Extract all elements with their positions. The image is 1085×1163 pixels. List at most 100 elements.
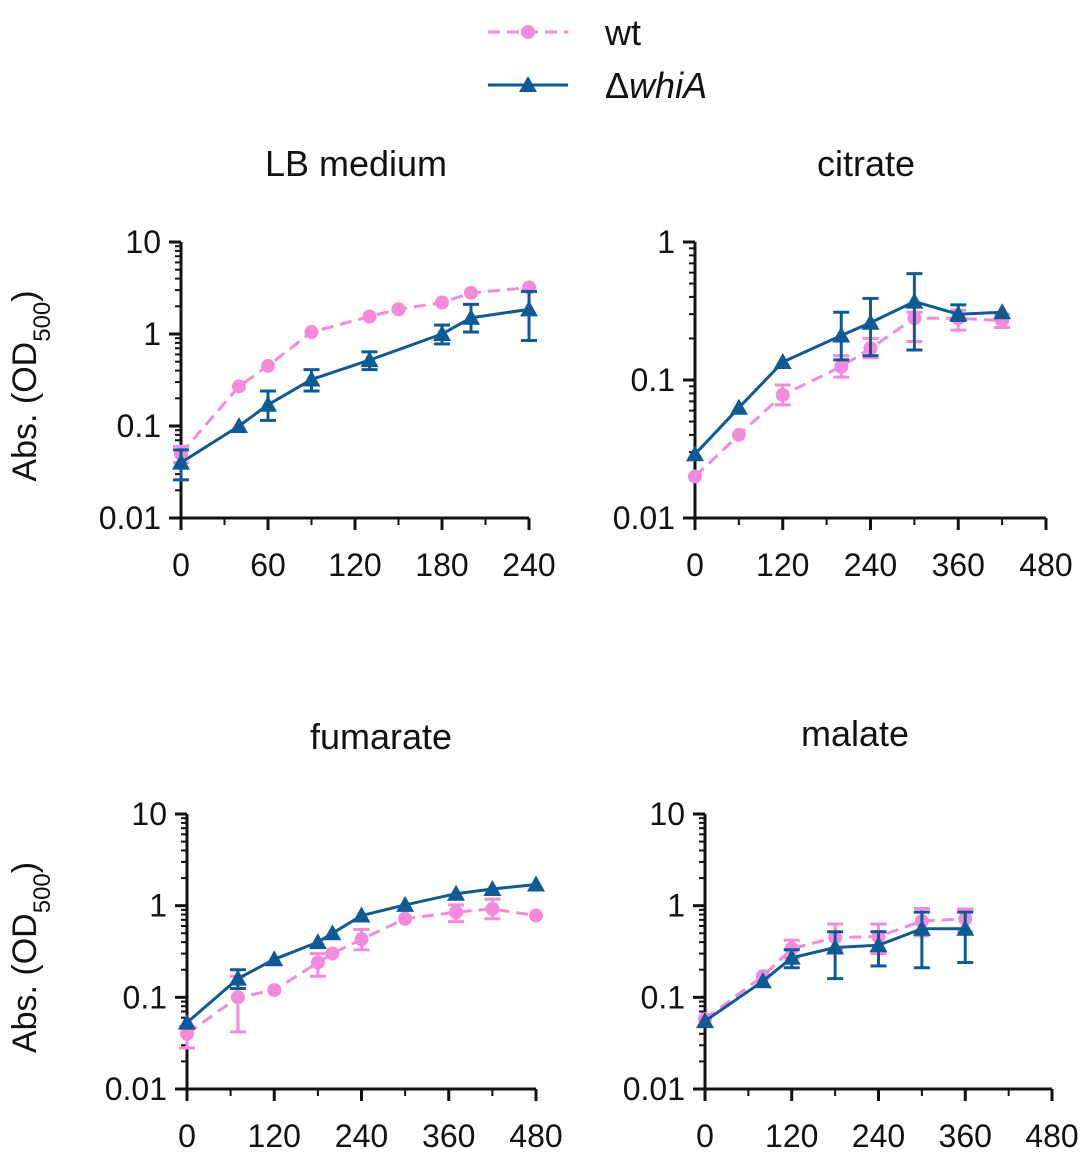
legend-whia-name: whiA (629, 65, 707, 106)
y-tick-label: 1 (667, 888, 685, 924)
x-tick-label: 240 (852, 1118, 905, 1154)
y-axis-label-close: ) (6, 862, 44, 873)
data-point-whiA (949, 305, 968, 322)
x-tick-label: 480 (509, 1118, 562, 1154)
data-point-whiA (696, 1012, 714, 1029)
y-axis-label-sub: 500 (29, 873, 56, 913)
data-point-wt (398, 911, 413, 926)
chart-panel-2: fumarate 0.01 0.1 1 10 0 120 240 360 480 Abs. (OD5… (6, 716, 563, 1154)
data-point-whiA (483, 879, 502, 896)
y-axis-label-sub: 500 (29, 302, 56, 342)
y-axis-label-main: Abs. (OD (6, 913, 44, 1053)
x-tick-label: 240 (502, 547, 555, 583)
x-tick-label: 360 (939, 1118, 992, 1154)
y-tick-label: 10 (649, 796, 685, 832)
series-whiA (172, 289, 538, 482)
x-tick-label: 0 (696, 1118, 714, 1154)
y-tick-label: 0.1 (631, 362, 675, 398)
data-point-wt (325, 946, 340, 961)
data-point-wt (449, 905, 464, 920)
data-point-whiA (447, 884, 466, 901)
data-point-whiA (352, 906, 371, 923)
data-point-wt (267, 983, 282, 998)
data-point-whiA (861, 313, 880, 330)
data-point-whiA (782, 948, 801, 965)
x-tick-label: 120 (756, 547, 809, 583)
panel-title: LB medium (265, 143, 447, 184)
data-point-wt (362, 309, 377, 324)
x-tick-label: 120 (328, 547, 381, 583)
series-line-wt (186, 907, 537, 1036)
y-tick-label: 1 (149, 888, 167, 924)
data-point-whiA (956, 919, 975, 936)
data-point-wt (310, 955, 325, 970)
y-tick-label: 0.01 (105, 1071, 167, 1107)
legend-whia-prefix: Δ (605, 65, 629, 106)
data-point-wt (775, 387, 790, 402)
series-wt (179, 897, 543, 1050)
data-point-whiA (228, 969, 247, 986)
legend-whia-marker (519, 76, 537, 92)
data-point-whiA (230, 417, 248, 433)
panel-title: malate (801, 713, 909, 754)
series-line-whiA (693, 300, 1003, 456)
x-tick-label: 360 (422, 1118, 475, 1154)
chart-panel-0: LB medium 0.01 0.1 1 10 0 60 120 180 240 Abs. (OD5… (6, 143, 556, 583)
data-point-wt (435, 295, 449, 310)
x-tick-label: 180 (415, 547, 468, 583)
data-point-whiA (172, 453, 190, 470)
x-tick-label: 480 (1019, 547, 1072, 583)
x-tick-label: 60 (250, 547, 286, 583)
data-point-whiA (520, 300, 538, 317)
x-tick-label: 120 (765, 1118, 818, 1154)
data-point-wt (391, 302, 406, 317)
data-point-wt (731, 427, 746, 442)
x-tick-label: 480 (1025, 1118, 1078, 1154)
x-tick-label: 0 (178, 1118, 196, 1154)
data-point-whiA (265, 950, 284, 967)
series-whiA (178, 875, 545, 1030)
data-point-whiA (993, 303, 1012, 320)
y-tick-label: 10 (125, 224, 161, 260)
y-tick-label: 0.1 (123, 979, 167, 1015)
data-point-wt (230, 990, 245, 1005)
data-point-wt (464, 285, 478, 300)
y-axis-label: Abs. (OD500) (6, 290, 56, 481)
x-tick-label: 120 (248, 1118, 301, 1154)
x-tick-label: 240 (335, 1118, 388, 1154)
data-point-whiA (826, 938, 845, 955)
series-wt (688, 308, 1011, 484)
panel-title: fumarate (310, 716, 452, 757)
data-point-whiA (686, 445, 704, 462)
data-point-whiA (178, 1013, 196, 1030)
data-point-wt (232, 379, 246, 394)
data-point-wt (834, 359, 849, 374)
x-tick-label: 0 (172, 547, 190, 583)
legend-wt-marker (521, 25, 535, 39)
y-tick-label: 1 (657, 224, 675, 260)
series-line-whiA (186, 883, 537, 1024)
data-point-whiA (527, 875, 545, 892)
data-point-whiA (360, 351, 379, 368)
y-tick-label: 0.1 (641, 979, 685, 1015)
data-point-whiA (905, 292, 924, 309)
data-point-wt (304, 325, 319, 340)
series-whiA (696, 910, 975, 1029)
data-point-wt (261, 358, 275, 373)
y-tick-label: 10 (131, 796, 167, 832)
y-tick-label: 0.01 (623, 1071, 685, 1107)
legend-whia-label: ΔwhiA (605, 65, 707, 106)
data-point-wt (485, 901, 500, 916)
data-point-wt (180, 1026, 194, 1041)
data-point-whiA (323, 924, 342, 941)
data-point-wt (688, 469, 702, 484)
data-point-whiA (912, 919, 931, 936)
x-tick-label: 0 (686, 547, 704, 583)
data-point-whiA (302, 370, 321, 387)
y-axis-label: Abs. (OD500) (6, 862, 56, 1053)
x-tick-label: 360 (932, 547, 985, 583)
data-point-wt (354, 932, 369, 947)
data-point-wt (529, 908, 543, 923)
